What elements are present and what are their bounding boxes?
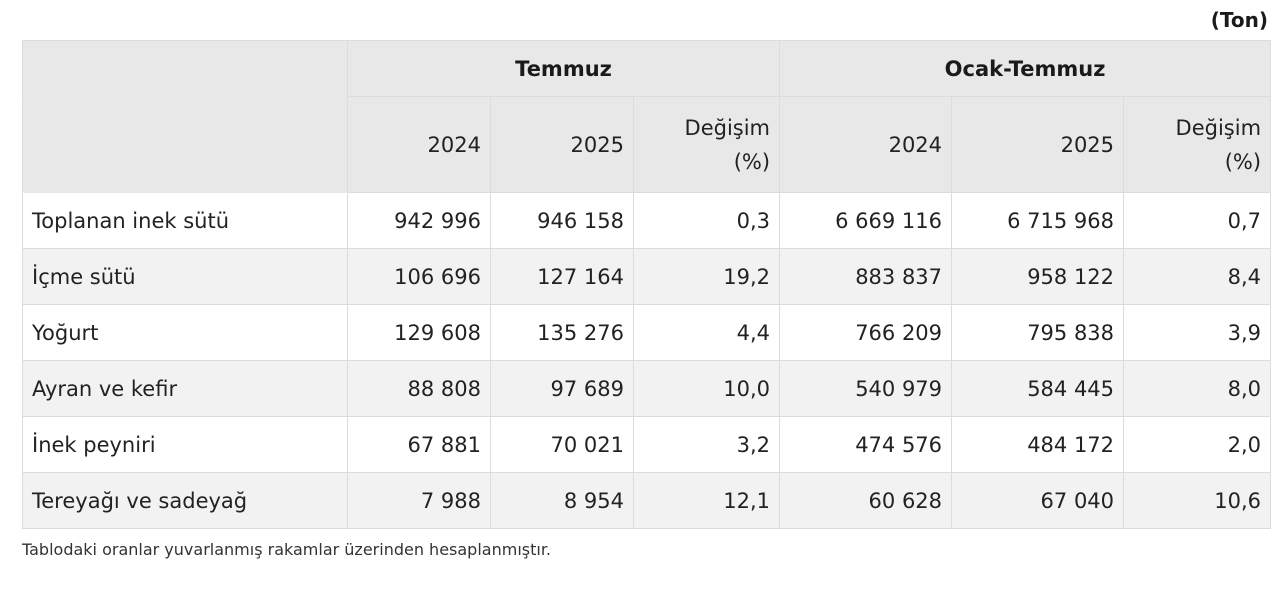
cell-month-change: 19,2: [632, 248, 781, 305]
change-label: Değişim: [1175, 115, 1262, 140]
row-label: Tereyağı ve sadeyağ: [22, 472, 348, 529]
cell-month-change: 10,0: [632, 360, 781, 417]
col-header-month-2024: 2024: [347, 96, 491, 193]
table-row: Ayran ve kefir 88 808 97 689 10,0 540 97…: [22, 360, 1272, 417]
corner-cell-lower: [22, 96, 348, 193]
col-header-month-change: Değişim (%): [632, 96, 781, 193]
cell-cum-2025: 6 715 968: [951, 192, 1125, 249]
col-header-month-2025: 2025: [490, 96, 634, 193]
table-row: İçme sütü 106 696 127 164 19,2 883 837 9…: [22, 248, 1272, 305]
cell-month-2025: 97 689: [490, 360, 634, 417]
table-row: Yoğurt 129 608 135 276 4,4 766 209 795 8…: [22, 304, 1272, 361]
cell-cum-change: 8,4: [1123, 248, 1272, 305]
cell-cum-change: 3,9: [1123, 304, 1272, 361]
table-row: Toplanan inek sütü 942 996 946 158 0,3 6…: [22, 192, 1272, 249]
milk-production-table: Temmuz Ocak-Temmuz 2024 2025 Değişim (%)…: [22, 40, 1272, 529]
change-unit: (%): [1224, 149, 1262, 174]
footnote: Tablodaki oranlar yuvarlanmış rakamlar ü…: [22, 540, 552, 559]
change-label: Değişim: [684, 115, 771, 140]
row-label: Yoğurt: [22, 304, 348, 361]
cell-cum-2024: 540 979: [779, 360, 953, 417]
cell-cum-2025: 958 122: [951, 248, 1125, 305]
row-label: İnek peyniri: [22, 416, 348, 473]
cell-month-2024: 7 988: [347, 472, 491, 529]
cell-cum-2024: 883 837: [779, 248, 953, 305]
group-header-cumulative: Ocak-Temmuz: [779, 40, 1272, 97]
cell-month-change: 4,4: [632, 304, 781, 361]
corner-cell: [22, 40, 348, 97]
cell-month-change: 3,2: [632, 416, 781, 473]
cell-month-2024: 942 996: [347, 192, 491, 249]
cell-month-2025: 135 276: [490, 304, 634, 361]
row-label: Toplanan inek sütü: [22, 192, 348, 249]
cell-cum-2024: 60 628: [779, 472, 953, 529]
row-label: İçme sütü: [22, 248, 348, 305]
cell-month-2024: 106 696: [347, 248, 491, 305]
cell-month-2025: 946 158: [490, 192, 634, 249]
table-row: Tereyağı ve sadeyağ 7 988 8 954 12,1 60 …: [22, 472, 1272, 529]
cell-cum-change: 2,0: [1123, 416, 1272, 473]
col-header-cum-2024: 2024: [779, 96, 953, 193]
table-row: İnek peyniri 67 881 70 021 3,2 474 576 4…: [22, 416, 1272, 473]
cell-cum-2024: 6 669 116: [779, 192, 953, 249]
cell-cum-2024: 474 576: [779, 416, 953, 473]
col-header-cum-2025: 2025: [951, 96, 1125, 193]
cell-cum-2025: 484 172: [951, 416, 1125, 473]
group-header-month: Temmuz: [346, 40, 781, 97]
cell-month-2025: 8 954: [490, 472, 634, 529]
cell-month-2025: 127 164: [490, 248, 634, 305]
cell-month-2024: 88 808: [347, 360, 491, 417]
row-label: Ayran ve kefir: [22, 360, 348, 417]
cell-month-2024: 67 881: [347, 416, 491, 473]
cell-cum-change: 0,7: [1123, 192, 1272, 249]
cell-month-change: 0,3: [632, 192, 781, 249]
column-header-row: 2024 2025 Değişim (%) 2024 2025 Değişim …: [22, 96, 1272, 193]
cell-cum-change: 8,0: [1123, 360, 1272, 417]
cell-month-2025: 70 021: [490, 416, 634, 473]
cell-cum-2025: 584 445: [951, 360, 1125, 417]
cell-cum-2025: 795 838: [951, 304, 1125, 361]
cell-cum-2024: 766 209: [779, 304, 953, 361]
cell-month-2024: 129 608: [347, 304, 491, 361]
col-header-cum-change: Değişim (%): [1123, 96, 1272, 193]
change-unit: (%): [733, 149, 771, 174]
cell-cum-change: 10,6: [1123, 472, 1272, 529]
unit-label: (Ton): [1210, 8, 1268, 32]
cell-month-change: 12,1: [632, 472, 781, 529]
cell-cum-2025: 67 040: [951, 472, 1125, 529]
group-header-row: Temmuz Ocak-Temmuz: [22, 40, 1272, 97]
